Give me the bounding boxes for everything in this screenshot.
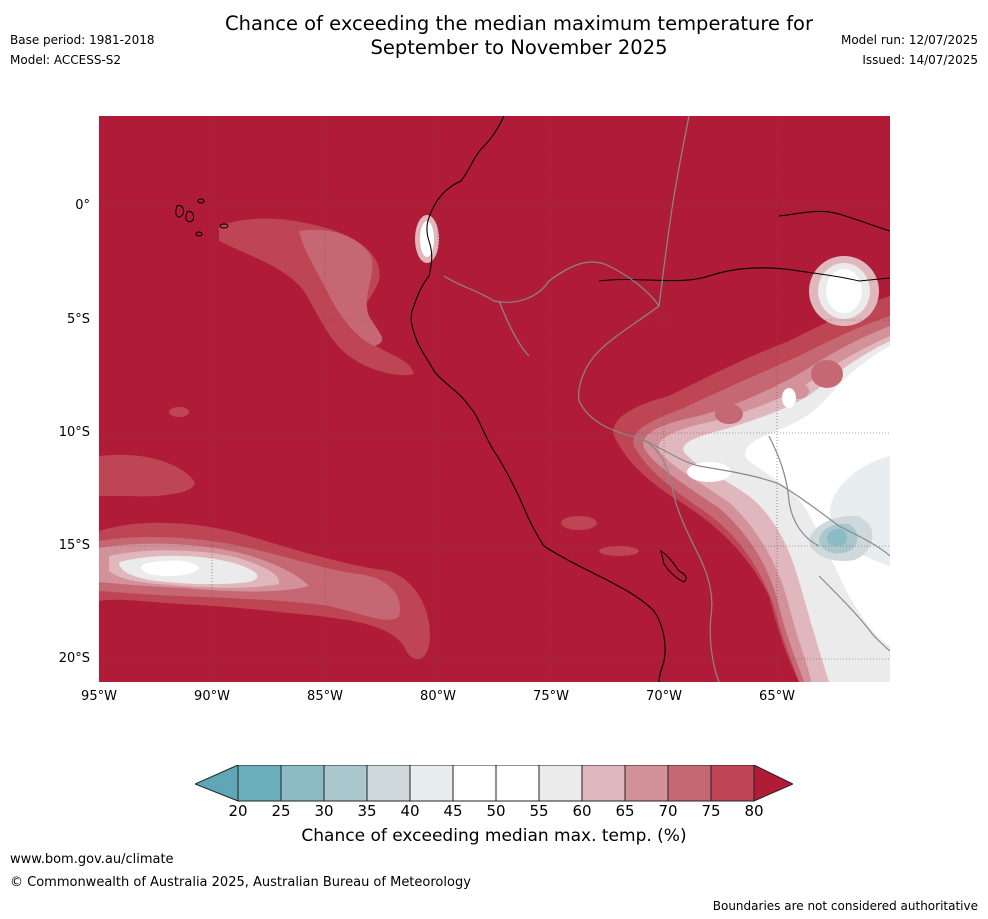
cb-tick-35: 35: [357, 802, 377, 820]
blob-offshore-small-3: [169, 407, 189, 417]
colorbar-cell-40-45: [409, 765, 454, 802]
meta-left: Base period: 1981-2018 Model: ACCESS-S2: [10, 30, 155, 70]
spot-east-75-a: [811, 360, 843, 388]
lat-label-5s: 5°S: [66, 312, 90, 327]
title-line-1: Chance of exceeding the median maximum t…: [224, 12, 814, 35]
lon-label-65w: 65°W: [759, 689, 795, 704]
lon-label-80w: 80°W: [420, 689, 456, 704]
lon-label-75w: 75°W: [533, 689, 569, 704]
blob-offshore-small-2: [599, 546, 639, 556]
colorbar-cell-50-55: [495, 765, 540, 802]
coastline-south-america: [410, 116, 666, 682]
meta-right: Model run: 12/07/2025 Issued: 14/07/2025: [841, 30, 978, 70]
contour-east-30: [826, 528, 848, 547]
coastline-caribbean-amazon: [598, 267, 890, 282]
spot-east-white-b: [687, 462, 731, 482]
cb-tick-45: 45: [443, 802, 463, 820]
colorbar-over-arrow: [753, 765, 793, 802]
cb-tick-70: 70: [658, 802, 678, 820]
issued-date: Issued: 14/07/2025: [862, 53, 978, 67]
base-period: Base period: 1981-2018: [10, 33, 155, 47]
country-borders: [443, 116, 890, 682]
cb-tick-75: 75: [701, 802, 721, 820]
cb-tick-25: 25: [271, 802, 291, 820]
lake-titicaca: [660, 549, 687, 583]
cb-tick-50: 50: [486, 802, 506, 820]
cb-tick-65: 65: [615, 802, 635, 820]
graticule: [99, 116, 890, 682]
cb-tick-20: 20: [228, 802, 248, 820]
blob-offshore-small-1: [561, 516, 597, 530]
colorbar-cell-55-60: [538, 765, 583, 802]
cb-tick-40: 40: [400, 802, 420, 820]
spot-east-white-a: [782, 388, 796, 408]
lat-label-20s: 20°S: [58, 651, 90, 666]
cb-tick-60: 60: [572, 802, 592, 820]
lon-label-70w: 70°W: [646, 689, 682, 704]
cb-tick-55: 55: [529, 802, 549, 820]
cb-tick-30: 30: [314, 802, 334, 820]
colorbar-cell-35-40: [366, 765, 411, 802]
coastline-north: [778, 210, 890, 232]
cb-tick-80: 80: [744, 802, 764, 820]
footer-copyright: © Commonwealth of Australia 2025, Austra…: [10, 875, 471, 890]
colorbar-cell-65-70: [624, 765, 669, 802]
contour-east-50: [745, 346, 890, 646]
colorbar-cell-30-35: [323, 765, 368, 802]
colorbar-cell-70-75: [667, 765, 712, 802]
contour-sw-50: [141, 560, 199, 576]
lat-label-15s: 15°S: [58, 538, 90, 553]
lon-label-95w: 95°W: [81, 689, 117, 704]
title-line-2: September to November 2025: [370, 36, 668, 59]
contour-left-edge-75: [99, 454, 195, 497]
colorbar-cell-25-30: [280, 765, 325, 802]
map-title: Chance of exceeding the median maximum t…: [150, 12, 888, 60]
lon-label-90w: 90°W: [194, 689, 230, 704]
contour-west-offshore-70: [299, 229, 383, 346]
colorbar: [195, 765, 793, 802]
lon-label-85w: 85°W: [307, 689, 343, 704]
colorbar-cell-75-80: [710, 765, 755, 802]
model-run: Model run: 12/07/2025: [840, 33, 978, 47]
colorbar-cell-20-25: [237, 765, 282, 802]
footer-url: www.bom.gov.au/climate: [10, 852, 174, 867]
colorbar-cell-60-65: [581, 765, 626, 802]
model-name: Model: ACCESS-S2: [10, 53, 122, 67]
footer-note: Boundaries are not considered authoritat…: [712, 899, 978, 913]
galapagos-islands: [175, 198, 229, 237]
colorbar-label: Chance of exceeding median max. temp. (%…: [301, 826, 687, 846]
lat-label-10s: 10°S: [58, 425, 90, 440]
lat-label-0: 0°: [75, 198, 90, 213]
spot-east-75-b: [715, 404, 743, 424]
colorbar-under-arrow: [195, 765, 239, 802]
probability-map: [99, 116, 890, 682]
colorbar-cell-45-50: [452, 765, 497, 802]
